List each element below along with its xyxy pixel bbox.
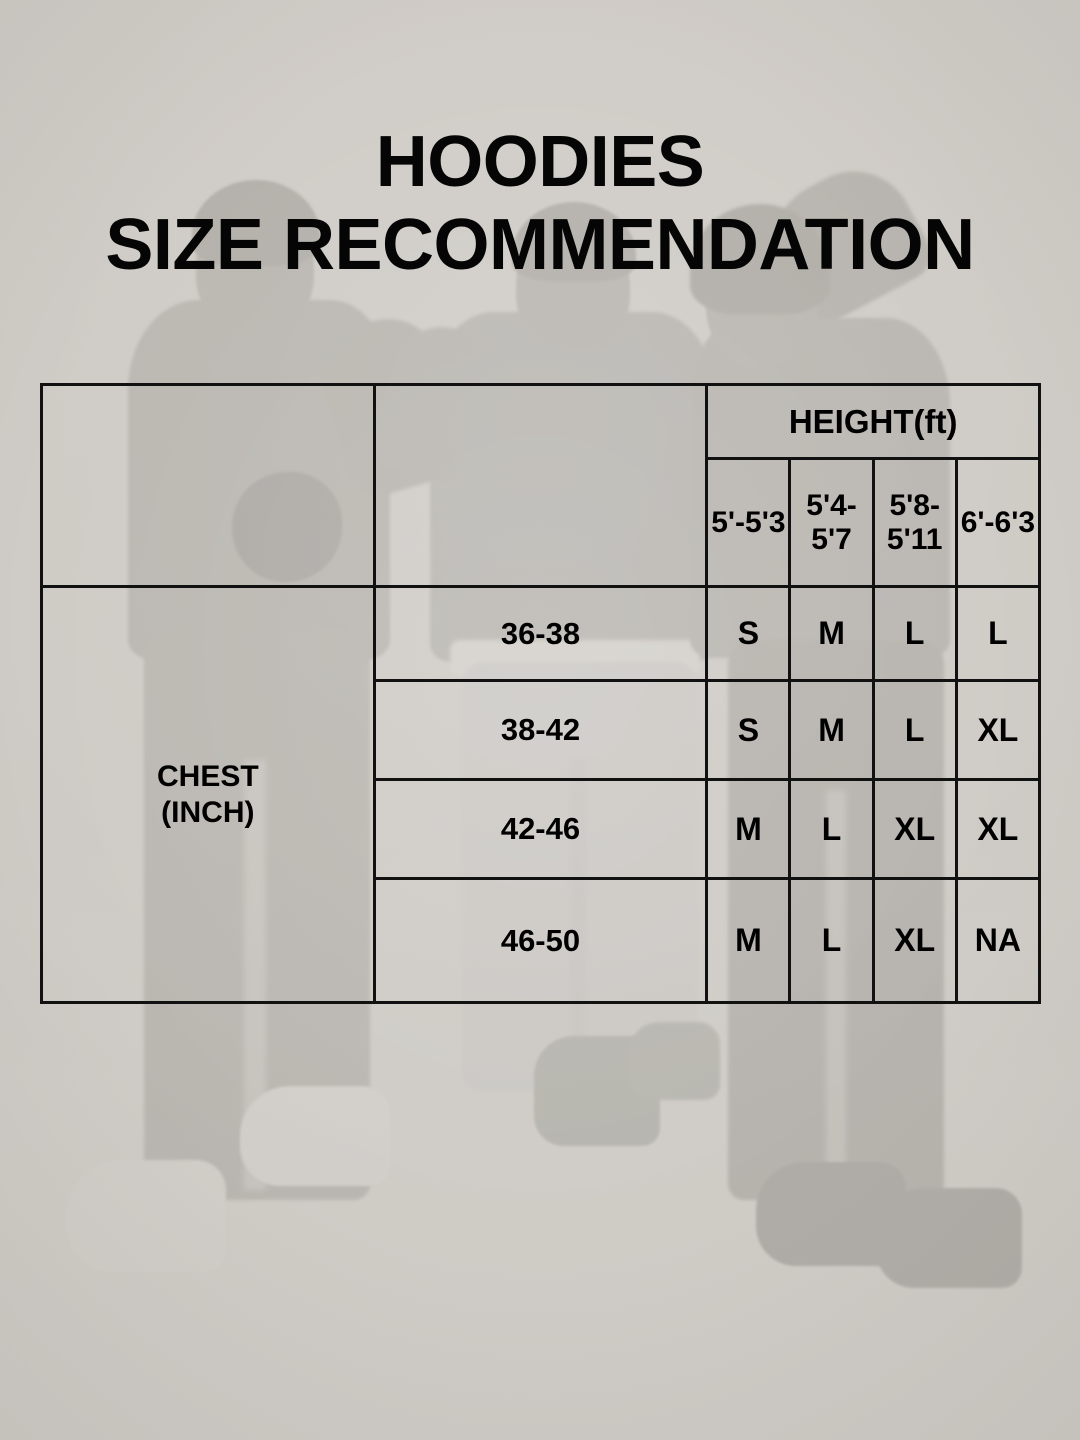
table-header-row-height: HEIGHT(ft) <box>40 383 1041 588</box>
table-row: CHEST (INCH) 36-38 S M L L <box>40 585 1042 1004</box>
chest-axis-label: CHEST (INCH) <box>40 585 376 1004</box>
size-cell-r4c4: NA <box>954 877 1042 1004</box>
height-column-3: 5'8-5'11 <box>871 457 958 588</box>
corner-cell-blank <box>40 383 376 588</box>
model-right-shoe-right <box>876 1188 1022 1288</box>
height-column-1: 5'-5'3 <box>705 457 792 588</box>
table-row: 42-46 M L XL XL <box>42 778 1042 880</box>
model-center-shoe-right <box>628 1022 720 1100</box>
height-column-2: 5'4-5'7 <box>788 457 875 588</box>
size-cell-r1c2: M <box>788 585 875 682</box>
page-title: HOODIES SIZE RECOMMENDATION <box>0 122 1080 286</box>
size-cell-r2c2: M <box>788 679 875 781</box>
model-right-hair <box>690 204 830 314</box>
size-cell-r1c1: S <box>705 585 792 682</box>
size-cell-r3c4: XL <box>954 778 1042 880</box>
model-left-shoe-left <box>66 1160 226 1272</box>
height-header-label: HEIGHT(ft) <box>705 383 1041 460</box>
size-cell-r1c4: L <box>954 585 1042 682</box>
chest-range-2: 38-42 <box>372 679 709 781</box>
model-left-shoe-right <box>240 1086 390 1186</box>
size-cell-r4c1: M <box>705 877 792 1004</box>
chest-range-3: 42-46 <box>372 778 709 880</box>
height-column-4: 6'-6'3 <box>954 457 1042 588</box>
size-cell-r3c2: L <box>788 778 875 880</box>
chest-range-1: 36-38 <box>372 585 709 682</box>
size-cell-r4c2: L <box>788 877 875 1004</box>
size-cell-r4c3: XL <box>871 877 958 1004</box>
size-cell-r1c3: L <box>871 585 958 682</box>
chest-range-4: 46-50 <box>372 877 709 1004</box>
size-cell-r2c4: XL <box>954 679 1042 781</box>
model-left-hair <box>192 180 320 266</box>
title-line-2: SIZE RECOMMENDATION <box>105 205 975 286</box>
size-recommendation-table: HEIGHT(ft) 5'-5'3 5'4-5'7 5'8-5'11 6'-6'… <box>40 383 1042 1004</box>
model-center-hair <box>512 202 636 282</box>
title-line-1: HOODIES <box>375 122 705 202</box>
table-header-row-height-ranges: 5'-5'3 5'4-5'7 5'8-5'11 6'-6'3 <box>42 457 1042 588</box>
table-row: 46-50 M L XL NA <box>42 877 1042 1004</box>
size-cell-r3c3: XL <box>871 778 958 880</box>
size-cell-r2c3: L <box>871 679 958 781</box>
size-cell-r2c1: S <box>705 679 792 781</box>
size-cell-r3c1: M <box>705 778 792 880</box>
table-row: 38-42 S M L XL <box>42 679 1042 781</box>
chest-label-line-1: CHEST <box>156 760 259 794</box>
corner-cell-blank-2 <box>372 383 709 588</box>
chest-label-line-2: (INCH) <box>161 795 255 829</box>
